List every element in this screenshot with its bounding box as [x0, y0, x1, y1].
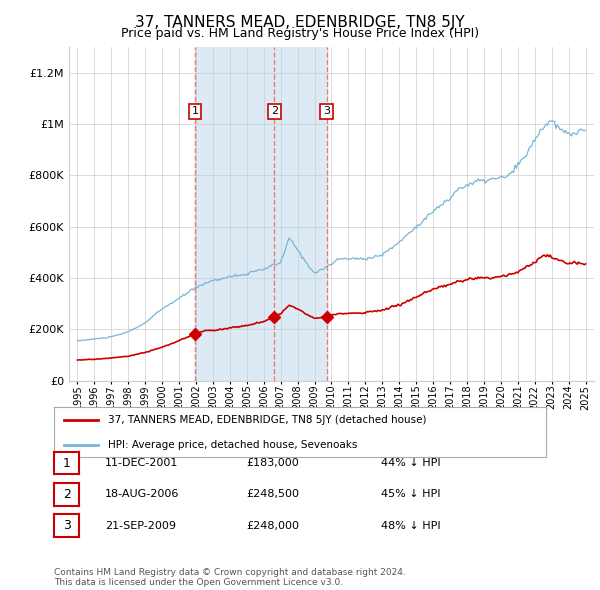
Text: 18-AUG-2006: 18-AUG-2006 [105, 490, 179, 499]
Text: 1: 1 [62, 457, 71, 470]
Text: 21-SEP-2009: 21-SEP-2009 [105, 521, 176, 530]
Text: Contains HM Land Registry data © Crown copyright and database right 2024.
This d: Contains HM Land Registry data © Crown c… [54, 568, 406, 587]
Text: 37, TANNERS MEAD, EDENBRIDGE, TN8 5JY (detached house): 37, TANNERS MEAD, EDENBRIDGE, TN8 5JY (d… [108, 415, 427, 425]
Bar [274, 47, 327, 381]
Text: 44% ↓ HPI: 44% ↓ HPI [381, 458, 440, 468]
Text: 2: 2 [271, 106, 278, 116]
Text: 37, TANNERS MEAD, EDENBRIDGE, TN8 5JY: 37, TANNERS MEAD, EDENBRIDGE, TN8 5JY [135, 15, 465, 30]
Text: £183,000: £183,000 [246, 458, 299, 468]
Text: 45% ↓ HPI: 45% ↓ HPI [381, 490, 440, 499]
Text: £248,000: £248,000 [246, 521, 299, 530]
Text: 3: 3 [323, 106, 330, 116]
Text: 48% ↓ HPI: 48% ↓ HPI [381, 521, 440, 530]
Text: 3: 3 [62, 519, 71, 532]
Text: £248,500: £248,500 [246, 490, 299, 499]
Text: Price paid vs. HM Land Registry's House Price Index (HPI): Price paid vs. HM Land Registry's House … [121, 27, 479, 40]
Text: 2: 2 [62, 488, 71, 501]
Text: HPI: Average price, detached house, Sevenoaks: HPI: Average price, detached house, Seve… [108, 440, 358, 450]
Text: 11-DEC-2001: 11-DEC-2001 [105, 458, 178, 468]
Text: 1: 1 [191, 106, 199, 116]
Bar [195, 47, 274, 381]
